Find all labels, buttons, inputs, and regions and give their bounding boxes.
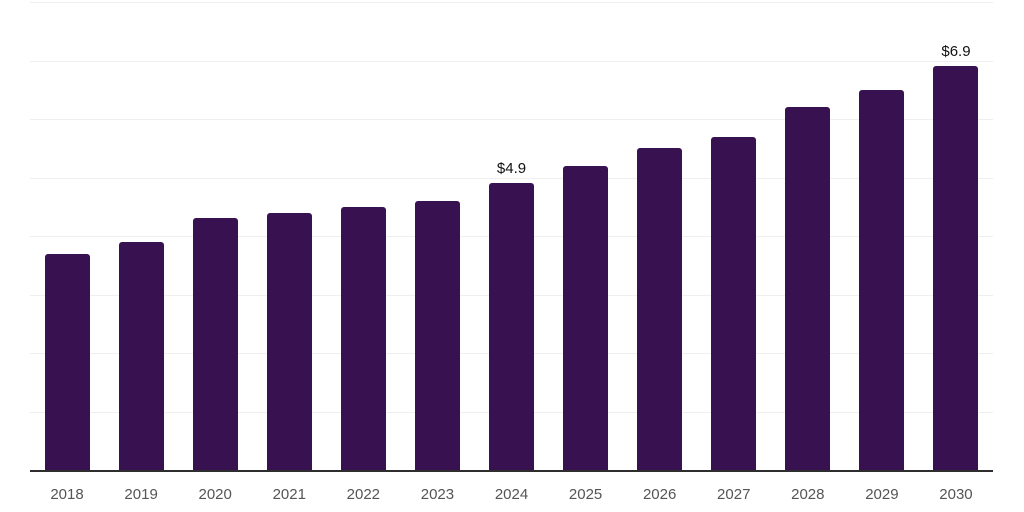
bar-value-label: $6.9	[941, 43, 971, 61]
x-tick-label: 2027	[717, 486, 751, 503]
bar-2026	[637, 148, 683, 470]
bar-2028	[785, 107, 831, 470]
bar-2025	[563, 165, 609, 470]
x-tick-label: 2022	[346, 486, 381, 503]
bar-slot: 2020	[178, 2, 252, 503]
bar-value-label: $4.9	[496, 160, 527, 178]
x-tick-label: 2020	[198, 486, 232, 503]
x-tick-label: 2019	[124, 486, 158, 503]
bar-slot: $4.9 2024	[474, 2, 548, 503]
bar-slot: $6.9 2030	[919, 2, 993, 503]
x-tick-label: 2018	[50, 486, 84, 503]
bar-slot: 2027	[697, 2, 771, 503]
bar-2024	[489, 183, 534, 470]
bar-slot: 2028	[771, 2, 845, 503]
bar-2018	[44, 253, 90, 470]
x-tick-label: 2023	[420, 486, 455, 503]
bar-slot: 2023	[400, 2, 474, 503]
bar-slot: 2019	[104, 2, 178, 503]
bars-row: 2018 2019 2020 2021 2022 2023 $4.9 2024 2025 2026…	[30, 2, 993, 503]
x-tick-label: 2021	[272, 486, 306, 503]
x-tick-label: 2029	[865, 486, 899, 503]
bar-2019	[118, 241, 164, 470]
bar-2021	[266, 212, 312, 470]
x-tick-label: 2030	[939, 486, 973, 503]
x-tick-label: 2024	[494, 486, 529, 503]
bar-2029	[859, 89, 905, 470]
plot-area: 2018 2019 2020 2021 2022 2023 $4.9 2024 2025 2026…	[30, 2, 993, 503]
x-tick-label: 2028	[791, 486, 825, 503]
x-tick-label: 2026	[642, 486, 677, 503]
bar-2030	[933, 66, 979, 470]
x-tick-label: 2025	[568, 486, 603, 503]
bar-slot: 2026	[623, 2, 697, 503]
bar-slot: 2029	[845, 2, 919, 503]
bar-slot: 2018	[30, 2, 104, 503]
bar-slot: 2025	[549, 2, 623, 503]
bar-2022	[340, 206, 386, 470]
bar-2027	[711, 136, 757, 470]
bar-slot: 2021	[252, 2, 326, 503]
bar-2020	[192, 218, 238, 470]
bar-2023	[414, 200, 460, 470]
bar-slot: 2022	[326, 2, 400, 503]
